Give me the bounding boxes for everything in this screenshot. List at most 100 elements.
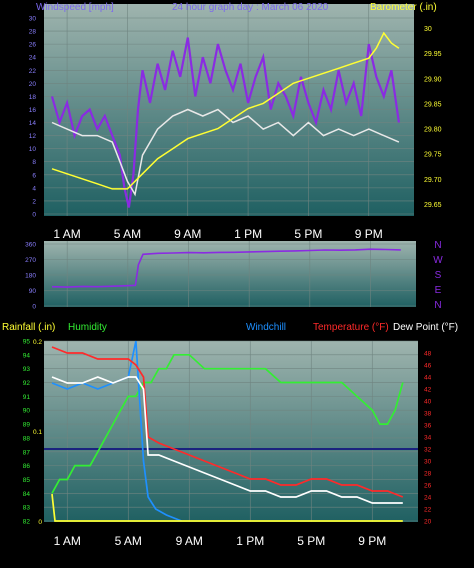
windspeed-tick-label: 0 — [32, 212, 36, 219]
legend-temperature: Temperature (°F) — [313, 322, 389, 333]
humidity-tick-label: 92 — [23, 380, 31, 387]
direction-axis-ticks: 0 90 180 270 360 — [25, 242, 36, 311]
direction-label: S — [435, 270, 442, 281]
direction-gridlines — [44, 241, 416, 307]
time-label: 5 AM — [115, 534, 142, 548]
temperature-tick-label: 30 — [424, 459, 432, 466]
windspeed-tick-label: 20 — [29, 81, 37, 88]
direction-tick-label: 90 — [29, 288, 37, 295]
humidity-tick-label: 82 — [23, 519, 31, 526]
windspeed-tick-label: 4 — [32, 185, 36, 192]
windspeed-line — [50, 37, 400, 208]
rainfall-tick-label: 0 — [38, 519, 42, 526]
direction-tick-label: 180 — [25, 273, 36, 280]
direction-label: N — [434, 300, 441, 311]
time-label: 9 AM — [174, 227, 201, 241]
humidity-tick-label: 83 — [23, 505, 31, 512]
humidity-tick-label: 90 — [23, 408, 31, 415]
temp-plot-area — [44, 341, 418, 522]
temp-axis-ticks: 82 83 84 85 86 87 88 89 90 91 92 93 94 95 0 0.1 0.2 20 22 2… — [23, 339, 432, 527]
time-label: 1 PM — [234, 227, 262, 241]
wind-baro-series — [50, 31, 400, 208]
humidity-tick-label: 95 — [23, 339, 31, 346]
wind-direction-line — [51, 248, 401, 288]
barometer-axis-ticks: 29.65 29.70 29.75 29.80 29.85 29.90 29.95 30 — [424, 26, 442, 209]
time-label: 1 AM — [54, 534, 81, 548]
time-label: 9 AM — [176, 534, 203, 548]
humidity-tick-label: 85 — [23, 477, 31, 484]
barometer-tick-label: 29.95 — [424, 51, 442, 58]
direction-tick-label: 0 — [32, 304, 36, 311]
time-label: 9 PM — [355, 227, 383, 241]
dewpoint-line — [51, 376, 403, 504]
windspeed-tick-label: 8 — [32, 159, 36, 166]
windspeed-tick-label: 30 — [29, 16, 37, 23]
temperature-tick-label: 40 — [424, 399, 432, 406]
barometer-line — [51, 31, 400, 190]
humidity-tick-label: 93 — [23, 366, 31, 373]
temperature-tick-label: 22 — [424, 507, 432, 514]
temperature-tick-label: 36 — [424, 423, 432, 430]
temperature-tick-label: 26 — [424, 483, 432, 490]
time-label: 1 PM — [236, 534, 264, 548]
temperature-tick-label: 48 — [424, 351, 432, 358]
temperature-tick-label: 42 — [424, 387, 432, 394]
temperature-line — [51, 346, 404, 498]
windspeed-tick-label: 22 — [29, 68, 37, 75]
temperature-tick-label: 32 — [424, 447, 432, 454]
humidity-tick-label: 87 — [23, 449, 31, 456]
windchill-line — [51, 340, 182, 522]
windspeed-tick-label: 26 — [29, 42, 37, 49]
direction-label: W — [433, 255, 443, 266]
barometer-tick-label: 29.85 — [424, 101, 442, 108]
direction-plot-area — [44, 241, 416, 307]
barometer-tick-label: 29.65 — [424, 202, 442, 209]
humidity-tick-label: 86 — [23, 463, 31, 470]
windspeed_avg-line — [51, 108, 400, 197]
bottom-time-axis: 1 AM 5 AM 9 AM 1 PM 5 PM 9 PM — [54, 534, 387, 548]
barometer-tick-label: 30 — [424, 26, 432, 33]
barometer-tick-label: 29.90 — [424, 76, 442, 83]
barometer-axis-title: Barometer (.in) — [370, 2, 437, 13]
legend-dewpoint: Dew Point (°F) — [393, 322, 458, 333]
temperature-tick-label: 44 — [424, 375, 432, 382]
rainfall-tick-label: 0.2 — [33, 339, 42, 346]
temperature-tick-label: 20 — [424, 519, 432, 526]
rainfall-line — [51, 493, 403, 522]
time-label: 5 AM — [114, 227, 141, 241]
barometer-tick-label: 29.80 — [424, 127, 442, 134]
windspeed-tick-label: 14 — [29, 120, 37, 127]
humidity-line — [51, 353, 404, 494]
barometer-tick-label: 29.75 — [424, 152, 442, 159]
windspeed-axis-title: Windspeed [mph] — [36, 2, 114, 13]
humidity-tick-label: 91 — [23, 394, 31, 401]
temperature-tick-label: 34 — [424, 435, 432, 442]
legend-humidity: Humidity — [68, 322, 107, 333]
rainfall-tick-label: 0.1 — [33, 429, 42, 436]
temperature-tick-label: 24 — [424, 495, 432, 502]
time-label: 9 PM — [358, 534, 386, 548]
direction-series — [51, 248, 401, 288]
time-label: 5 PM — [297, 534, 325, 548]
temperature-tick-label: 38 — [424, 411, 432, 418]
windspeed-tick-label: 2 — [32, 198, 36, 205]
windspeed-tick-label: 28 — [29, 29, 37, 36]
windspeed-tick-label: 12 — [29, 133, 37, 140]
temp-series — [51, 340, 404, 522]
direction-label: E — [435, 285, 442, 296]
windspeed-tick-label: 10 — [29, 146, 37, 153]
legend-windchill: Windchill — [246, 322, 286, 333]
legend-rainfall: Rainfall (.in) — [2, 322, 55, 333]
wind-baro-plot-area — [44, 4, 414, 216]
windspeed-tick-label: 18 — [29, 94, 37, 101]
windspeed-tick-label: 24 — [29, 55, 37, 62]
direction-tick-label: 360 — [25, 242, 36, 249]
humidity-tick-label: 88 — [23, 435, 31, 442]
barometer-tick-label: 29.70 — [424, 177, 442, 184]
time-label: 5 PM — [294, 227, 322, 241]
direction-tick-label: 270 — [25, 257, 36, 264]
